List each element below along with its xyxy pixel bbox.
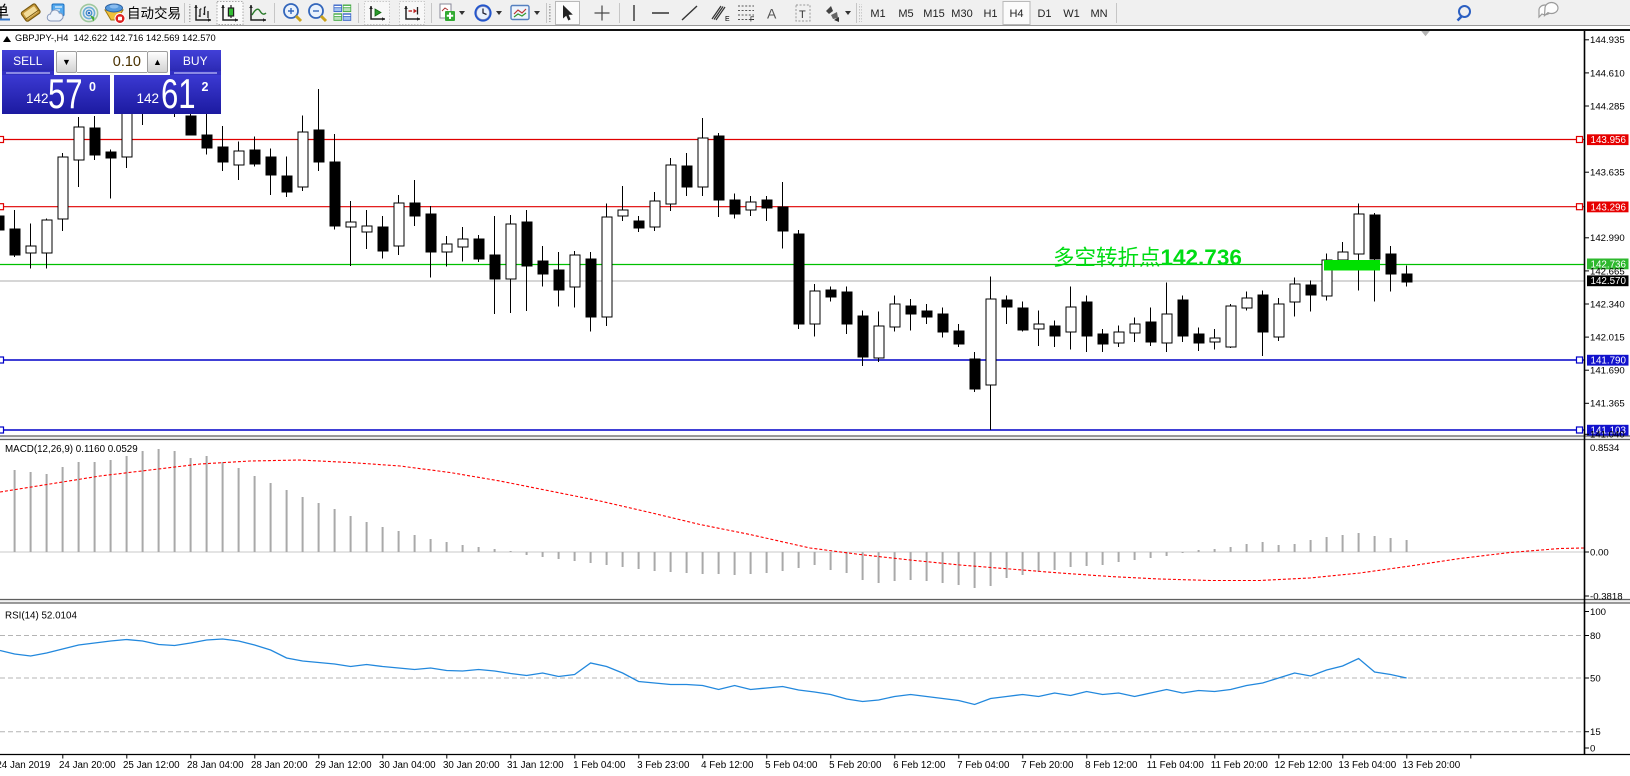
svg-text:100: 100 [1590, 607, 1606, 618]
svg-text:H4: H4 [1009, 8, 1023, 20]
svg-text:141.040: 141.040 [1590, 430, 1625, 441]
svg-text:D1: D1 [1037, 8, 1051, 20]
svg-text:142.665: 142.665 [1590, 266, 1625, 277]
svg-text:144.285: 144.285 [1590, 101, 1625, 112]
svg-text:80: 80 [1590, 631, 1601, 642]
svg-text:142.990: 142.990 [1590, 233, 1625, 244]
svg-text:141.103: 141.103 [1591, 426, 1627, 437]
svg-text:H1: H1 [983, 8, 997, 20]
svg-text:E: E [725, 16, 730, 23]
svg-text:7 Feb 20:00: 7 Feb 20:00 [1021, 760, 1074, 771]
svg-text:30 Jan 04:00: 30 Jan 04:00 [379, 760, 436, 771]
svg-text:15: 15 [1590, 727, 1601, 738]
svg-text:31 Jan 12:00: 31 Jan 12:00 [507, 760, 564, 771]
svg-text:28 Jan 20:00: 28 Jan 20:00 [251, 760, 308, 771]
svg-text:11 Feb 04:00: 11 Feb 04:00 [1147, 760, 1205, 771]
svg-text:142.570: 142.570 [1591, 276, 1627, 287]
svg-text:1 Feb 04:00: 1 Feb 04:00 [573, 760, 626, 771]
svg-text:143.296: 143.296 [1591, 202, 1627, 213]
svg-text:单: 单 [0, 3, 9, 21]
svg-text:143.635: 143.635 [1590, 168, 1625, 179]
svg-text:M5: M5 [898, 8, 913, 20]
svg-text:M1: M1 [870, 8, 885, 20]
svg-text:-0.3818: -0.3818 [1590, 591, 1623, 602]
svg-text:A: A [767, 6, 777, 22]
svg-text:RSI(14) 52.0104: RSI(14) 52.0104 [5, 611, 77, 622]
svg-text:0.00: 0.00 [1590, 547, 1609, 558]
svg-text:多空转折点142.736: 多空转折点142.736 [1053, 245, 1242, 270]
svg-text:24 Jan 2019: 24 Jan 2019 [0, 760, 50, 771]
svg-text:141.690: 141.690 [1590, 366, 1625, 377]
svg-text:50: 50 [1590, 673, 1601, 684]
svg-text:W1: W1 [1063, 8, 1080, 20]
svg-text:3 Feb 23:00: 3 Feb 23:00 [637, 760, 690, 771]
svg-text:自动交易: 自动交易 [127, 5, 181, 21]
svg-text:142.736: 142.736 [1591, 259, 1627, 270]
svg-text:6 Feb 12:00: 6 Feb 12:00 [893, 760, 946, 771]
svg-text:29 Jan 12:00: 29 Jan 12:00 [315, 760, 372, 771]
svg-text:0.8534: 0.8534 [1590, 443, 1620, 454]
svg-text:142.015: 142.015 [1590, 333, 1625, 344]
svg-text:13 Feb 04:00: 13 Feb 04:00 [1338, 760, 1396, 771]
svg-text:25 Jan 12:00: 25 Jan 12:00 [123, 760, 180, 771]
svg-text:144.610: 144.610 [1590, 68, 1625, 79]
svg-text:142.340: 142.340 [1590, 299, 1625, 310]
svg-text:12 Feb 12:00: 12 Feb 12:00 [1274, 760, 1332, 771]
svg-text:5 Feb 04:00: 5 Feb 04:00 [765, 760, 818, 771]
svg-text:4 Feb 12:00: 4 Feb 12:00 [701, 760, 754, 771]
svg-text:11 Feb 20:00: 11 Feb 20:00 [1211, 760, 1269, 771]
svg-text:MN: MN [1090, 8, 1107, 20]
svg-text:13 Feb 20:00: 13 Feb 20:00 [1402, 760, 1460, 771]
svg-text:24 Jan 20:00: 24 Jan 20:00 [59, 760, 116, 771]
svg-text:141.790: 141.790 [1591, 356, 1627, 367]
svg-text:T: T [799, 9, 806, 21]
svg-text:M30: M30 [951, 8, 972, 20]
svg-text:30 Jan 20:00: 30 Jan 20:00 [443, 760, 500, 771]
svg-text:0: 0 [1590, 743, 1595, 754]
svg-text:141.365: 141.365 [1590, 399, 1625, 410]
svg-text:143.956: 143.956 [1591, 135, 1627, 146]
svg-text:8 Feb 12:00: 8 Feb 12:00 [1085, 760, 1138, 771]
svg-text:7 Feb 04:00: 7 Feb 04:00 [957, 760, 1010, 771]
svg-text:144.935: 144.935 [1590, 35, 1625, 46]
svg-text:MACD(12,26,9) 0.1160 0.0529: MACD(12,26,9) 0.1160 0.0529 [5, 444, 138, 455]
svg-text:5 Feb 20:00: 5 Feb 20:00 [829, 760, 882, 771]
svg-text:28 Jan 04:00: 28 Jan 04:00 [187, 760, 244, 771]
svg-text:M15: M15 [923, 8, 944, 20]
svg-text:F: F [750, 17, 754, 24]
